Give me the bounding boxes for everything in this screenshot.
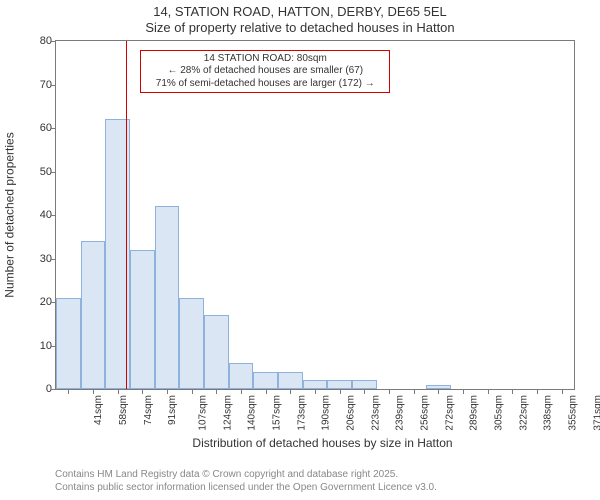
x-tick-label: 223sqm	[370, 395, 381, 431]
x-tick-label: 157sqm	[272, 395, 283, 431]
x-tick-label: 305sqm	[494, 395, 505, 431]
y-axis-label: Number of detached properties	[0, 0, 20, 430]
x-tick-label: 173sqm	[296, 395, 307, 431]
x-tick-mark	[167, 389, 168, 394]
histogram-bar	[303, 380, 328, 389]
title-line-1: 14, STATION ROAD, HATTON, DERBY, DE65 5E…	[0, 0, 600, 20]
annotation-line: ← 28% of detached houses are smaller (67…	[145, 65, 385, 78]
x-tick-label: 272sqm	[444, 395, 455, 431]
histogram-bar	[130, 250, 155, 389]
title-line-2: Size of property relative to detached ho…	[0, 20, 600, 36]
x-tick-label: 124sqm	[222, 395, 233, 431]
y-tick-mark	[51, 85, 56, 86]
x-tick-mark	[463, 389, 464, 394]
histogram-bar	[56, 298, 81, 389]
x-tick-mark	[216, 389, 217, 394]
x-tick-label: 107sqm	[198, 395, 209, 431]
y-tick-mark	[51, 172, 56, 173]
histogram-bar	[81, 241, 106, 389]
annotation-line: 71% of semi-detached houses are larger (…	[145, 78, 385, 91]
x-tick-mark	[512, 389, 513, 394]
y-tick-mark	[51, 41, 56, 42]
x-tick-label: 289sqm	[469, 395, 480, 431]
x-tick-mark	[562, 389, 563, 394]
histogram-bar	[426, 385, 451, 389]
x-tick-label: 190sqm	[321, 395, 332, 431]
x-tick-label: 206sqm	[346, 395, 357, 431]
x-tick-label: 355sqm	[568, 395, 579, 431]
y-tick-mark	[51, 259, 56, 260]
y-tick-mark	[51, 128, 56, 129]
x-tick-label: 58sqm	[118, 395, 129, 425]
x-tick-mark	[266, 389, 267, 394]
histogram-bar	[278, 372, 303, 389]
x-tick-mark	[290, 389, 291, 394]
x-tick-label: 338sqm	[543, 395, 554, 431]
x-axis-label: Distribution of detached houses by size …	[55, 436, 590, 450]
x-tick-mark	[315, 389, 316, 394]
x-tick-mark	[241, 389, 242, 394]
histogram-bar	[253, 372, 278, 389]
x-tick-mark	[364, 389, 365, 394]
x-tick-label: 41sqm	[93, 395, 104, 425]
x-tick-label: 322sqm	[518, 395, 529, 431]
x-tick-label: 256sqm	[420, 395, 431, 431]
footer-line-2: Contains public sector information licen…	[55, 482, 590, 495]
x-tick-label: 239sqm	[395, 395, 406, 431]
x-tick-mark	[438, 389, 439, 394]
x-tick-label: 74sqm	[143, 395, 154, 425]
annotation-line: 14 STATION ROAD: 80sqm	[145, 53, 385, 66]
chart-container: 14, STATION ROAD, HATTON, DERBY, DE65 5E…	[0, 0, 600, 500]
x-tick-mark	[118, 389, 119, 394]
histogram-bar	[155, 206, 180, 389]
x-tick-label: 140sqm	[247, 395, 258, 431]
x-tick-mark	[340, 389, 341, 394]
x-tick-mark	[93, 389, 94, 394]
histogram-bar	[204, 315, 229, 389]
y-tick-mark	[51, 215, 56, 216]
x-tick-mark	[68, 389, 69, 394]
x-tick-mark	[488, 389, 489, 394]
property-marker-line	[126, 41, 127, 389]
histogram-bar	[179, 298, 204, 389]
x-tick-mark	[414, 389, 415, 394]
x-tick-mark	[389, 389, 390, 394]
x-tick-mark	[192, 389, 193, 394]
histogram-bar	[352, 380, 377, 389]
x-tick-mark	[142, 389, 143, 394]
footer-attribution: Contains HM Land Registry data © Crown c…	[55, 469, 590, 494]
histogram-bar	[327, 380, 352, 389]
footer-line-1: Contains HM Land Registry data © Crown c…	[55, 469, 590, 482]
plot-area: 0102030405060708041sqm58sqm74sqm91sqm107…	[55, 40, 575, 390]
annotation-box: 14 STATION ROAD: 80sqm← 28% of detached …	[140, 50, 390, 94]
x-tick-label: 371sqm	[592, 395, 600, 431]
x-tick-mark	[537, 389, 538, 394]
histogram-bar	[229, 363, 254, 389]
y-tick-mark	[51, 389, 56, 390]
x-tick-label: 91sqm	[167, 395, 178, 425]
